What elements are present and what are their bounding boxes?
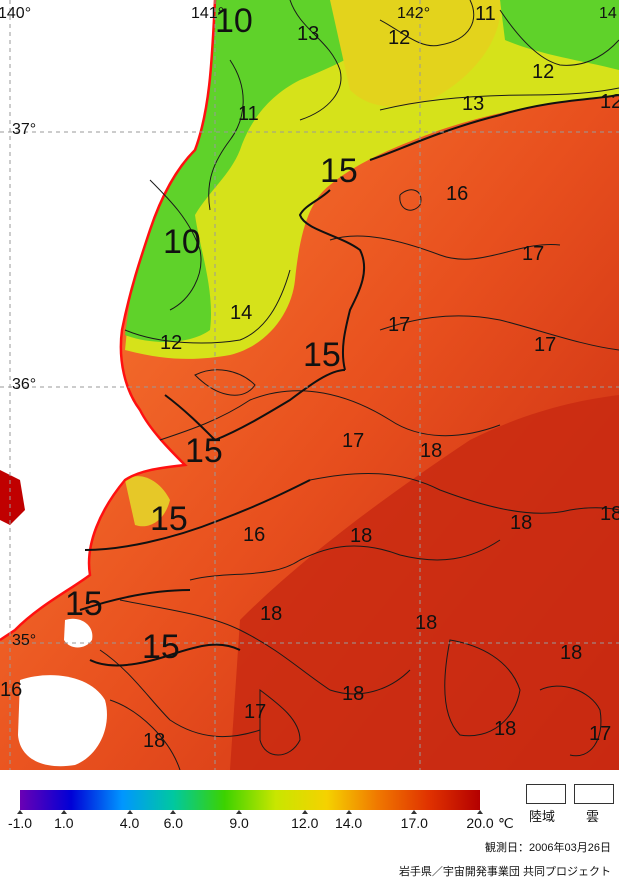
observation-date: 観測日：2006年03月26日 bbox=[485, 842, 611, 854]
contour-label: 18 bbox=[143, 730, 165, 752]
contour-label: 11 bbox=[238, 103, 259, 125]
scale-tick-mark bbox=[126, 810, 133, 814]
lon-label-141: 141° bbox=[191, 5, 224, 22]
contour-label: 12 bbox=[160, 332, 182, 354]
scale-tick-mark bbox=[301, 810, 308, 814]
contour-label: 17 bbox=[522, 243, 544, 265]
contour-label: 17 bbox=[589, 723, 611, 745]
land-legend-swatch bbox=[526, 784, 566, 804]
contour-label: 18 bbox=[494, 718, 516, 740]
scale-tick-mark bbox=[345, 810, 352, 814]
warm-water-region bbox=[230, 395, 619, 770]
scale-tick-mark bbox=[411, 810, 418, 814]
contour-label: 16 bbox=[243, 524, 265, 546]
land-island bbox=[0, 470, 25, 525]
contour-label-major: 15 bbox=[150, 500, 188, 538]
scale-tick-mark bbox=[60, 810, 67, 814]
legend: -1.0 1.0 4.0 6.0 9.0 12.0 14.0 17.0 20.0 ℃ 陸域 雲 … bbox=[0, 770, 619, 881]
contour-label: 18 bbox=[260, 603, 282, 625]
contour-label: 18 bbox=[350, 525, 372, 547]
scale-tick-label: 14.0 bbox=[334, 815, 363, 831]
sst-map: 140° 141° 142° 14 37° 36° 35° 13 12 11 1… bbox=[0, 0, 619, 770]
contour-label: 17 bbox=[388, 314, 410, 336]
credit-text: 岩手県／宇宙開発事業団 共同プロジェクト bbox=[398, 866, 611, 878]
contour-label: 12 bbox=[600, 91, 619, 113]
contour-lines bbox=[99, 0, 619, 770]
contour-label: 13 bbox=[462, 93, 484, 115]
contour-label: 14 bbox=[230, 302, 252, 324]
cloud-patch-small bbox=[64, 618, 93, 648]
scale-tick-label: 12.0 bbox=[291, 815, 319, 831]
scale-tick-mark bbox=[170, 810, 177, 814]
contour-label-major: 15 bbox=[185, 432, 223, 470]
contour-label-major: 10 bbox=[163, 223, 201, 261]
scale-tick-label: 20.0 bbox=[466, 815, 494, 831]
color-scale-bar bbox=[20, 790, 480, 810]
scale-tick-label: 4.0 bbox=[119, 815, 140, 831]
scale-tick-mark bbox=[477, 810, 483, 814]
green-water-ne bbox=[500, 0, 619, 70]
lat-label-37: 37° bbox=[12, 121, 36, 138]
contour-label: 13 bbox=[297, 23, 319, 45]
contour-label: 18 bbox=[600, 503, 619, 525]
lon-label-143: 14 bbox=[599, 5, 617, 22]
scale-tick-label: 6.0 bbox=[163, 815, 184, 831]
contour-label: 18 bbox=[420, 440, 442, 462]
contour-label: 17 bbox=[342, 430, 364, 452]
scale-tick-label: 1.0 bbox=[54, 815, 74, 831]
green-water-region bbox=[125, 0, 400, 342]
contour-label: 18 bbox=[560, 642, 582, 664]
contour-label-major: 15 bbox=[65, 585, 103, 623]
scale-tick-label: -1.0 bbox=[7, 815, 33, 831]
contour-labels-big: 10 15 10 15 15 15 15 15 bbox=[65, 2, 358, 666]
contour-label: 17 bbox=[534, 334, 556, 356]
contour-label: 11 bbox=[475, 3, 496, 25]
cloud-legend-swatch bbox=[574, 784, 614, 804]
lat-label-35: 35° bbox=[12, 632, 36, 649]
contour-label: 18 bbox=[510, 512, 532, 534]
contour-label-major: 15 bbox=[142, 628, 180, 666]
contour-label: 18 bbox=[342, 683, 364, 705]
contour-label: 16 bbox=[0, 679, 22, 701]
cloud-legend-label: 雲 bbox=[586, 809, 600, 824]
graticule bbox=[0, 0, 619, 770]
contour-labels-small: 13 12 11 12 13 12 11 16 17 14 17 17 12 1… bbox=[0, 3, 619, 752]
contour-label: 17 bbox=[244, 701, 266, 723]
contour-label-major: 10 bbox=[215, 2, 253, 40]
cloud-patch bbox=[18, 675, 107, 767]
lon-label-142: 142° bbox=[397, 5, 430, 22]
coordinate-labels: 140° 141° 142° 14 37° 36° 35° bbox=[0, 5, 617, 649]
scale-tick-label: 9.0 bbox=[229, 815, 249, 831]
land-legend-label: 陸域 bbox=[529, 809, 556, 824]
coastal-yellow-patch bbox=[125, 476, 170, 527]
coastline bbox=[0, 0, 217, 642]
contour-label: 12 bbox=[388, 27, 410, 49]
yellow-water-mid bbox=[330, 0, 501, 107]
contour-lines-15 bbox=[79, 94, 619, 667]
contour-label-major: 15 bbox=[320, 152, 358, 190]
land-area bbox=[0, 0, 215, 640]
lon-label-140: 140° bbox=[0, 5, 31, 22]
scale-tick-label: 17.0 bbox=[400, 815, 428, 831]
unit-label: ℃ bbox=[498, 815, 514, 831]
scale-tick-mark bbox=[236, 810, 243, 814]
scale-tick-mark bbox=[17, 810, 23, 814]
contour-label: 18 bbox=[415, 612, 437, 634]
contour-label: 16 bbox=[446, 183, 468, 205]
contour-label-major: 15 bbox=[303, 336, 341, 374]
contour-label: 12 bbox=[532, 61, 554, 83]
lat-label-36: 36° bbox=[12, 376, 36, 393]
